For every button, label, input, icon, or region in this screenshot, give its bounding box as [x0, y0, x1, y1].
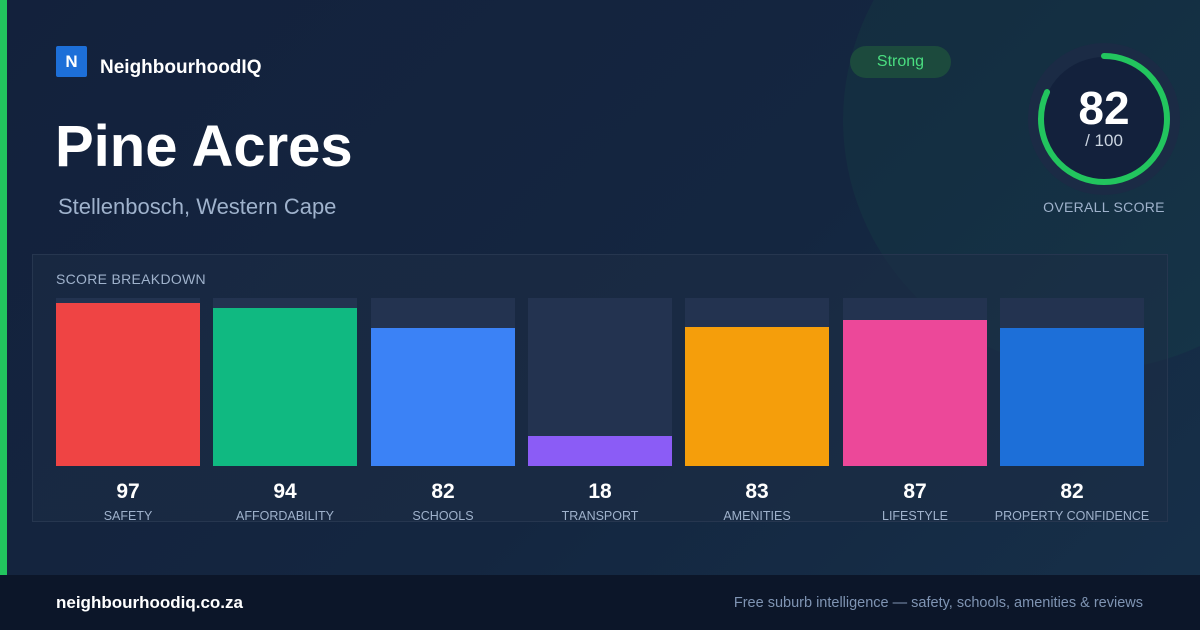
bar-label: LIFESTYLE: [882, 509, 948, 523]
bar-value: 87: [903, 480, 927, 503]
bar-value: 82: [1060, 480, 1084, 503]
bar-label: SCHOOLS: [412, 509, 474, 523]
bar-track: [843, 298, 987, 466]
page-title: Pine Acres: [55, 114, 353, 179]
bar-fill: [56, 303, 200, 466]
overall-score-label: OVERALL SCORE: [1043, 199, 1165, 215]
overall-score-max: / 100: [1085, 131, 1123, 150]
bar-value: 18: [588, 480, 612, 503]
bar-label: TRANSPORT: [561, 509, 639, 523]
score-breakdown-title: SCORE BREAKDOWN: [56, 271, 206, 287]
bar-track: [1000, 298, 1144, 466]
accent-stripe: [0, 0, 7, 575]
gauge-progress-arc: [1038, 53, 1170, 185]
bar-fill: [213, 308, 357, 466]
gauge-inner-disc: [1042, 57, 1166, 181]
gauge-ring: [1028, 43, 1180, 195]
bar-track: [371, 298, 515, 466]
overall-score-gauge: 82 / 100: [1028, 43, 1180, 195]
bar-track: [528, 298, 672, 466]
brand-name: NeighbourhoodIQ: [100, 57, 262, 78]
bar-fill: [685, 327, 829, 466]
bar-fill: [371, 328, 515, 466]
bar-value: 97: [116, 480, 140, 503]
status-badge: Strong: [850, 46, 951, 78]
bar-value: 82: [431, 480, 455, 503]
bar-value: 94: [273, 480, 297, 503]
bar-label: SAFETY: [103, 509, 153, 523]
bar-label: AFFORDABILITY: [236, 509, 334, 523]
overall-score-value: 82: [1078, 82, 1130, 134]
footer: [0, 575, 1200, 630]
bar-label: AMENITIES: [723, 509, 791, 523]
logo-letter: N: [65, 51, 78, 71]
bar-track: [685, 298, 829, 466]
footer-tagline: Free suburb intelligence — safety, schoo…: [733, 595, 1143, 611]
bar-value: 83: [745, 480, 769, 503]
bar-fill: [1000, 328, 1144, 466]
brand-logo-icon: N: [56, 46, 87, 77]
bar-track: [213, 298, 357, 466]
bar-track: [56, 298, 200, 466]
bar-fill: [843, 320, 987, 466]
bar-fill: [528, 436, 672, 466]
status-badge-label: Strong: [876, 53, 925, 70]
footer-url[interactable]: neighbourhoodiq.co.za: [56, 593, 243, 612]
location-subtitle: Stellenbosch, Western Cape: [58, 194, 337, 219]
bar-label: PROPERTY CONFIDENCE: [994, 509, 1150, 523]
